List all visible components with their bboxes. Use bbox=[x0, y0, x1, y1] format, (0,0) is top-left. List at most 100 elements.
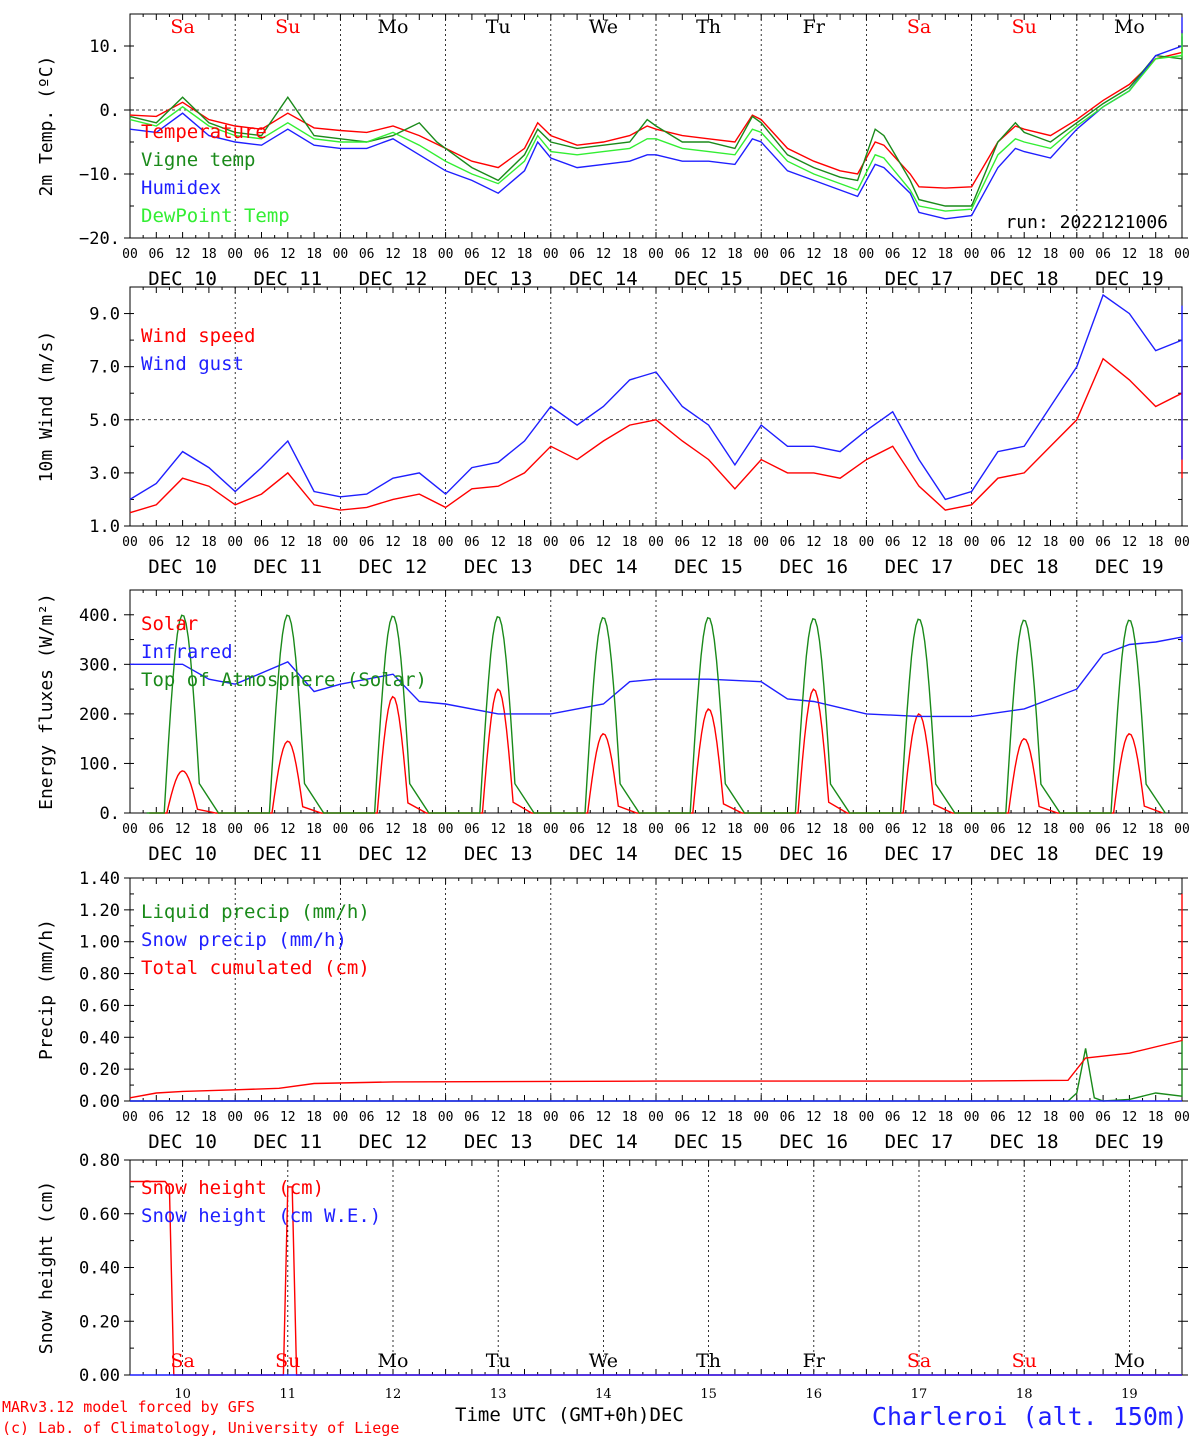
month-label: DEC bbox=[649, 1404, 684, 1426]
hour-label: 18 bbox=[517, 535, 533, 550]
hour-label: 00 bbox=[1069, 535, 1085, 550]
hour-label: 06 bbox=[674, 535, 690, 550]
date-label: DEC 12 bbox=[359, 268, 428, 290]
legend-entry: DewPoint Temp bbox=[141, 205, 290, 227]
hour-label: 00 bbox=[1069, 1110, 1085, 1125]
y-tick-label: 10. bbox=[89, 37, 120, 57]
hour-label: 06 bbox=[254, 822, 270, 837]
hour-label: 00 bbox=[122, 247, 138, 262]
run-label: run: 2022121006 bbox=[1005, 212, 1168, 233]
hour-label: 18 bbox=[411, 535, 427, 550]
hour-label: 12 bbox=[701, 535, 717, 550]
hour-label: 12 bbox=[1122, 247, 1138, 262]
day-name-top: Sa bbox=[170, 16, 194, 38]
hour-label: 00 bbox=[333, 535, 349, 550]
day-name-bottom: Su bbox=[1012, 1350, 1037, 1372]
y-tick-label: 1.00 bbox=[79, 933, 120, 953]
hour-label: 06 bbox=[1095, 247, 1111, 262]
hour-label: 18 bbox=[1148, 535, 1164, 550]
hour-label: 18 bbox=[937, 247, 953, 262]
hour-label: 00 bbox=[227, 535, 243, 550]
date-label: DEC 14 bbox=[569, 843, 638, 865]
y-axis-label: Snow height (cm) bbox=[36, 1181, 57, 1354]
date-label: DEC 19 bbox=[1095, 843, 1164, 865]
day-number: 15 bbox=[700, 1387, 717, 1402]
legend-entry: Humidex bbox=[141, 177, 221, 199]
y-tick-label: 0.60 bbox=[79, 1205, 120, 1225]
hour-label: 00 bbox=[753, 822, 769, 837]
hour-label: 18 bbox=[201, 535, 217, 550]
hour-label: 12 bbox=[596, 247, 612, 262]
date-label: DEC 16 bbox=[779, 843, 848, 865]
hour-label: 00 bbox=[964, 535, 980, 550]
day-name-bottom: Tu bbox=[486, 1350, 511, 1372]
hour-label: 00 bbox=[227, 1110, 243, 1125]
hour-label: 00 bbox=[227, 822, 243, 837]
series-line-dewpoint-temp bbox=[129, 33, 1183, 212]
hour-label: 18 bbox=[622, 1110, 638, 1125]
date-label: DEC 18 bbox=[990, 556, 1059, 578]
hour-label: 18 bbox=[1043, 247, 1059, 262]
y-tick-label: 0.20 bbox=[79, 1060, 120, 1080]
y-tick-label: 0.20 bbox=[79, 1312, 120, 1332]
y-tick-label: 1.20 bbox=[79, 901, 120, 921]
series-line-wind-speed bbox=[129, 357, 1183, 514]
hour-label: 06 bbox=[1095, 535, 1111, 550]
hour-label: 06 bbox=[464, 1110, 480, 1125]
hour-label: 00 bbox=[648, 535, 664, 550]
y-tick-label: −10. bbox=[79, 165, 120, 185]
hour-label: 18 bbox=[1043, 822, 1059, 837]
hour-label: 18 bbox=[727, 535, 743, 550]
hour-label: 18 bbox=[306, 535, 322, 550]
hour-label: 06 bbox=[990, 822, 1006, 837]
hour-label: 12 bbox=[1122, 535, 1138, 550]
day-name-top: Tu bbox=[486, 16, 511, 38]
y-tick-label: 9.0 bbox=[89, 305, 120, 325]
hour-label: 12 bbox=[490, 822, 506, 837]
hour-label: 06 bbox=[148, 247, 164, 262]
hour-label: 12 bbox=[911, 535, 927, 550]
date-label: DEC 16 bbox=[779, 1131, 848, 1153]
day-name-bottom: Sa bbox=[170, 1350, 194, 1372]
hour-label: 06 bbox=[674, 1110, 690, 1125]
hour-label: 12 bbox=[175, 1110, 191, 1125]
hour-label: 12 bbox=[490, 1110, 506, 1125]
date-label: DEC 12 bbox=[359, 1131, 428, 1153]
hour-label: 00 bbox=[964, 1110, 980, 1125]
y-tick-label: 0.80 bbox=[79, 1151, 120, 1171]
date-label: DEC 10 bbox=[148, 843, 217, 865]
series-line-temperature bbox=[129, 30, 1183, 189]
hour-label: 06 bbox=[569, 247, 585, 262]
hour-label: 06 bbox=[885, 247, 901, 262]
hour-label: 12 bbox=[911, 822, 927, 837]
hour-label: 06 bbox=[464, 535, 480, 550]
hour-label: 06 bbox=[569, 822, 585, 837]
hour-label: 06 bbox=[1095, 822, 1111, 837]
time-axis-label: Time UTC (GMT+0h) bbox=[455, 1404, 650, 1426]
day-number: 18 bbox=[1016, 1387, 1033, 1402]
hour-label: 18 bbox=[937, 535, 953, 550]
hour-label: 06 bbox=[1095, 1110, 1111, 1125]
y-axis-label: Precip (mm/h) bbox=[36, 919, 57, 1060]
hour-label: 00 bbox=[1174, 535, 1190, 550]
hour-label: 12 bbox=[596, 1110, 612, 1125]
hour-label: 12 bbox=[280, 535, 296, 550]
date-label: DEC 14 bbox=[569, 268, 638, 290]
date-label: DEC 11 bbox=[253, 843, 322, 865]
y-tick-label: 0.00 bbox=[79, 1366, 120, 1386]
legend-entry: Solar bbox=[141, 613, 198, 635]
hour-label: 18 bbox=[517, 822, 533, 837]
hour-label: 18 bbox=[832, 247, 848, 262]
hour-label: 12 bbox=[1016, 1110, 1032, 1125]
hour-label: 18 bbox=[306, 1110, 322, 1125]
day-number: 11 bbox=[280, 1387, 297, 1402]
day-name-bottom: Fr bbox=[803, 1350, 826, 1372]
y-tick-label: 1.0 bbox=[89, 517, 120, 537]
hour-label: 18 bbox=[1148, 1110, 1164, 1125]
day-name-bottom: Mo bbox=[378, 1350, 409, 1372]
date-label: DEC 17 bbox=[885, 268, 954, 290]
hour-label: 18 bbox=[411, 247, 427, 262]
date-label: DEC 16 bbox=[779, 556, 848, 578]
day-number: 13 bbox=[490, 1387, 507, 1402]
